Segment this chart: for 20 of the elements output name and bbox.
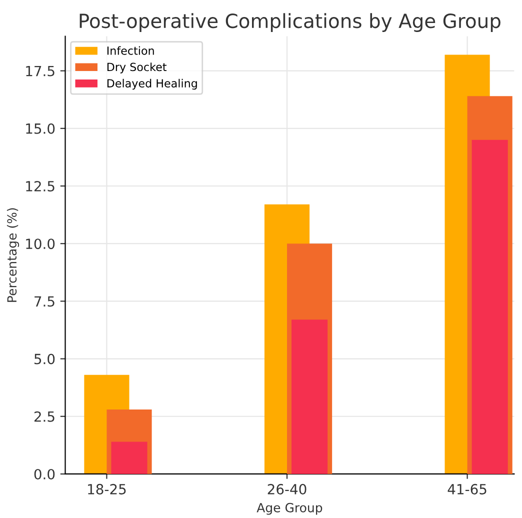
x-tick-label: 41-65 bbox=[448, 484, 486, 494]
y-tick-label: 10.0 bbox=[26, 238, 55, 250]
bar bbox=[472, 140, 508, 474]
y-tick-label: 0.0 bbox=[34, 468, 55, 480]
y-tick-label: 7.5 bbox=[34, 296, 54, 307]
chart-title: Post-operative Complications by Age Group bbox=[80, 13, 500, 32]
bar bbox=[111, 442, 148, 474]
y-axis-title: Percentage (%) bbox=[6, 208, 20, 302]
y-tick-label: 17.5 bbox=[26, 66, 54, 76]
legend-label: Dry Socket bbox=[107, 62, 167, 74]
y-tick-label: 15.0 bbox=[26, 123, 55, 134]
y-tick-label: 5.0 bbox=[34, 354, 55, 364]
bar bbox=[292, 320, 328, 474]
legend-label: Infection bbox=[107, 46, 154, 55]
x-tick-label: 18-25 bbox=[88, 484, 126, 494]
y-tick-label: 12.5 bbox=[26, 180, 54, 192]
y-tick-label: 2.5 bbox=[34, 411, 54, 422]
x-tick-label: 26-40 bbox=[268, 484, 306, 494]
legend-label: Delayed Healing bbox=[107, 78, 197, 90]
x-axis-title: Age Group bbox=[256, 502, 322, 515]
